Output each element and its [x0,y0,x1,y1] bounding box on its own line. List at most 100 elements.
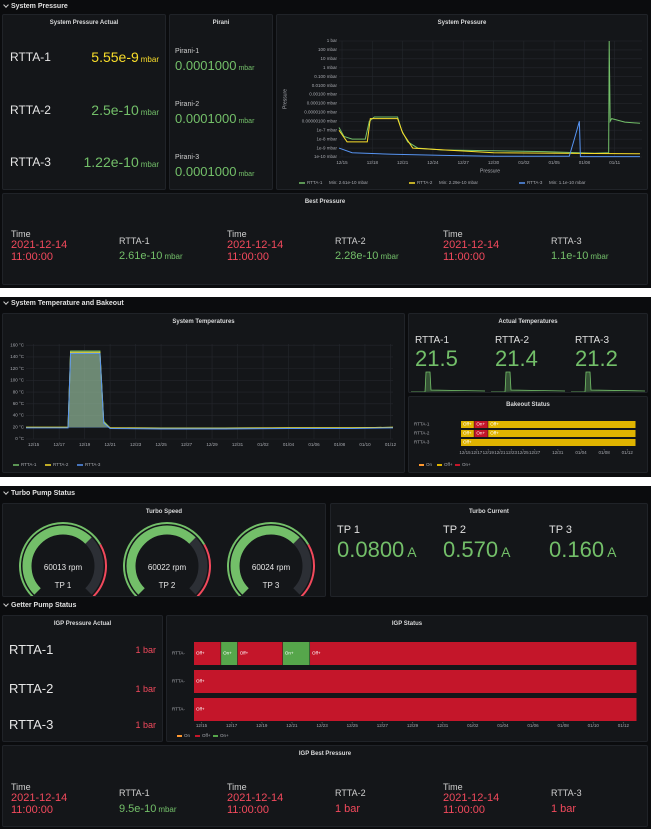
x-tick-label: 12/18 [367,160,379,165]
x-tick-label: 12/21 [104,442,116,447]
x-tick-label: 01/04 [283,442,295,447]
x-tick-label: 12/21 [286,723,298,728]
stat-unit: mbar [238,65,255,72]
x-tick-label: 12/17 [226,723,238,728]
row-name: Pirani-2 [175,101,200,108]
segment-label: Off+ [196,707,205,712]
sparkline [411,371,486,392]
item-name: RTTA-3 [575,335,610,346]
item-value: 0.570 A [443,539,510,561]
panel: IGP Status RTTA- Off+ On+ Off+ On+ Off+ RTTA- Of… [166,615,648,742]
x-tick-label: 12/17 [471,450,483,455]
time-time: 11:00:00 [443,804,486,816]
stat-value: 1.22e-10 [83,154,139,170]
row-value: 0.0001000 mbar [175,111,254,127]
row-name: Pirani-1 [175,48,200,55]
x-tick-label: 12/29 [206,442,218,447]
panel-title: System Temperatures [172,319,235,325]
row-label: RTTA-2 [414,431,430,436]
legend-swatch [177,735,182,737]
stat-value: 5.55e-9 [91,49,139,65]
section-header[interactable]: Getter Pump Status [2,601,202,611]
panel-title: Turbo Current [469,509,509,515]
stat-value: 2.5e-10 [91,102,139,118]
entry-name: RTTA-3 [551,788,582,798]
row-value: 2.5e-10 mbar [91,103,159,119]
entry-value: 2.61e-10 mbar [119,247,183,263]
x-tick-label: 12/25 [155,442,167,447]
x-tick-label: 12/27 [529,450,541,455]
gauge-threshold-low [19,522,102,596]
legend-stat: Min: 1.1e-10 mbar [549,180,586,185]
section-title: Turbo Pump Status [11,490,76,497]
panel-graphic: 0 °C 20 °C 40 °C 60 °C 80 °C 100 °C 120 °C 140 … [10,342,396,467]
x-tick-label: 12/25 [517,450,529,455]
legend-stat: Min: 2.61e-10 mbar [329,180,369,185]
x-axis-title: Pressure [480,168,500,174]
y-tick-label: 1e-7 mbar [316,127,337,132]
row-label: RTTA- [172,707,185,712]
x-tick-label: 01/10 [588,723,600,728]
y-axis-title: Pressure [282,89,288,109]
entry-value: 1.1e-10 mbar [551,247,609,263]
gauge-value [126,525,196,595]
x-tick-label: 01/12 [618,723,630,728]
gauge-name: TP 1 [55,581,72,590]
stat-value: 0.0001000 [175,111,237,126]
item-name: TP 3 [549,524,573,536]
stat-unit: mbar [140,108,159,117]
stat-unit: mbar [140,55,159,64]
state-segment [474,421,488,428]
row-name: RTTA-2 [10,103,51,117]
panel-title: Actual Temperatures [498,319,558,325]
chevron [3,299,9,305]
x-tick-label: 12/24 [427,160,439,165]
x-tick-label: 01/08 [579,160,591,165]
section-header[interactable]: System Temperature and Bakeout [2,299,202,309]
section-title: System Temperature and Bakeout [11,300,124,307]
x-tick-label: 12/27 [458,160,470,165]
row-label: RTTA- [172,651,185,656]
stat-value: 0.0800 [337,537,405,562]
panel-title: IGP Status [391,621,423,627]
y-tick-label: 0.00000100 mbar [302,118,338,123]
stat-unit: A [501,544,511,560]
legend-label: RTTA-3 [527,180,543,185]
item-name: RTTA-1 [415,335,450,346]
y-tick-label: 0.100 mbar [314,74,337,79]
panel: Actual Temperatures RTTA-1 21.5 RTTA-2 21.4 R… [408,313,648,393]
sparkline [571,371,646,392]
row-name: Pirani-3 [175,154,200,161]
x-tick-label: 01/08 [558,723,570,728]
y-tick-label: 100 mbar [318,47,338,52]
legend-label: RTTA-1 [21,462,37,467]
chevron [3,2,9,8]
time-label: Time [443,782,463,792]
stat-unit: mbar [590,252,609,261]
entry-value: 2.28e-10 mbar [335,247,399,263]
x-tick-label: 01/08 [598,450,610,455]
panel: System Pressure Actual RTTA-1 5.55e-9 mbar R… [2,14,166,190]
legend-label: RTTA-2 [53,462,69,467]
section-title: System Pressure [11,3,68,10]
gauge-name: TP 3 [263,581,280,590]
item-value: 21.5 [415,346,458,371]
y-tick-label: 0.000100 mbar [307,101,338,106]
panel-graphic: RTTA- Off+ On+ Off+ On+ Off+ RTTA- Off+ RTTA- Off… [172,642,637,738]
stat-value: 1.1e-10 [551,250,589,262]
y-tick-label: 100 °C [10,378,25,383]
state-segment [310,642,637,665]
gauge-threshold-high [196,544,211,596]
y-tick-label: 1e-8 mbar [316,136,337,141]
entry-name: RTTA-1 [119,236,150,246]
entry-value: 1 bar [551,800,576,816]
state-segment [488,430,636,437]
row-value: 0.0001000 mbar [175,58,254,74]
panel-graphic: 60013 rpm TP 1 60022 rpm TP 2 60024 rpm TP 3 [19,522,315,596]
section-header[interactable]: Turbo Pump Status [2,489,202,499]
stat-unit: mbar [238,118,255,125]
section-header[interactable]: System Pressure [2,2,202,12]
legend-swatch [213,735,218,737]
y-tick-label: 160 °C [10,342,25,347]
row-value: 1 bar [135,720,156,730]
